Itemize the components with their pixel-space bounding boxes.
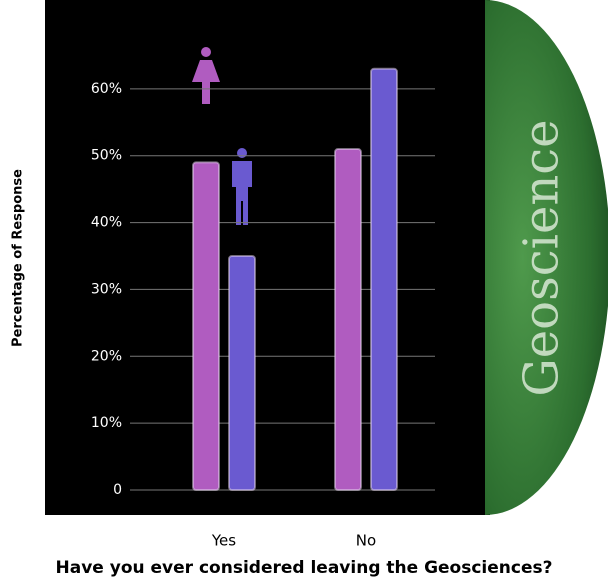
y-tick-label: 50% [91,148,122,164]
plot-background [45,0,490,515]
y-axis-title: Percentage of Response [11,169,26,347]
bar [370,67,398,492]
y-tick-label: 30% [91,281,122,297]
bar [192,161,220,491]
x-tick-label: Yes [211,532,236,550]
y-tick-label: 60% [91,81,122,97]
banner-text: Geoscience [514,119,570,396]
bar [228,255,256,491]
y-tick-label: 0 [113,482,122,498]
y-tick-label: 20% [91,348,122,364]
y-tick-label: 40% [91,215,122,231]
female-icon [192,47,220,104]
y-tick-label: 10% [91,415,122,431]
x-axis-title: Have you ever considered leaving the Geo… [56,558,553,578]
geoscience-disc [485,0,608,515]
bar [334,148,362,491]
x-tick-label: No [356,532,376,550]
